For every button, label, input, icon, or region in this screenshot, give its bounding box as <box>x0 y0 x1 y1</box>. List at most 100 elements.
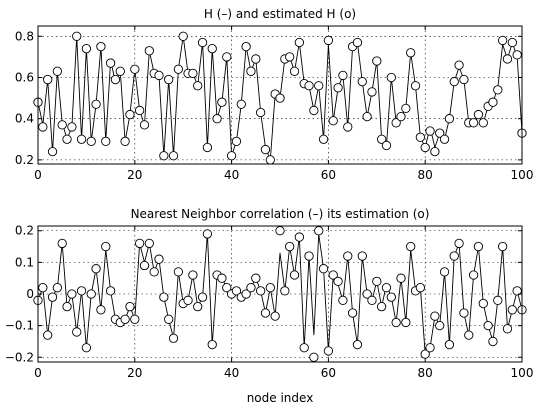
data-point-marker <box>396 111 406 122</box>
data-point-marker <box>468 118 479 128</box>
data-point-marker <box>47 292 58 302</box>
data-point-marker <box>294 37 305 48</box>
data-point-marker <box>130 314 140 324</box>
y-tick-label: 0.1 <box>15 255 34 269</box>
top-chart-title: H (–) and estimated H (o) <box>204 7 356 21</box>
data-point-marker <box>139 260 150 271</box>
data-point-marker <box>260 144 271 155</box>
data-point-marker <box>410 81 421 91</box>
x-tick-label: 20 <box>127 366 142 380</box>
data-point-marker <box>454 60 464 70</box>
data-point-marker <box>76 134 87 144</box>
data-point-marker <box>512 50 522 60</box>
data-point-marker <box>193 81 203 91</box>
data-point-marker <box>473 109 484 120</box>
data-point-marker <box>372 56 382 66</box>
data-point-marker <box>435 320 445 331</box>
y-tick-label: 0.2 <box>15 153 34 167</box>
data-point-marker <box>459 308 469 318</box>
y-tick-label: 0.8 <box>15 29 34 43</box>
data-point-marker <box>125 301 135 312</box>
data-point-marker <box>130 64 140 74</box>
data-point-marker <box>183 295 193 305</box>
data-point-marker <box>396 273 406 283</box>
data-point-marker <box>444 339 455 350</box>
data-point-marker <box>478 118 488 128</box>
data-point-marker <box>338 295 348 305</box>
data-point-marker <box>246 283 256 293</box>
data-point-marker <box>328 270 338 280</box>
data-point-marker <box>202 229 213 239</box>
data-point-marker <box>406 241 416 252</box>
data-point-marker <box>125 109 135 120</box>
data-point-marker <box>488 336 498 347</box>
axes-frame <box>37 25 523 165</box>
data-point-marker <box>376 301 387 312</box>
data-point-marker <box>381 140 392 151</box>
x-tick-label: 80 <box>418 168 433 182</box>
x-tick-label: 100 <box>511 168 534 182</box>
bottom-panel: Nearest Neighbor correlation (–) its est… <box>5 207 534 405</box>
data-point-marker <box>415 283 426 293</box>
data-point-marker <box>444 114 455 124</box>
data-point-marker <box>139 120 150 130</box>
data-point-marker <box>246 66 256 76</box>
data-point-marker <box>304 251 314 261</box>
data-point-marker <box>386 292 396 302</box>
data-point-marker <box>86 136 96 146</box>
data-point-marker <box>86 289 96 299</box>
y-tick-label: 0.4 <box>15 112 34 126</box>
data-point-marker <box>275 226 285 236</box>
data-point-marker <box>435 128 445 138</box>
x-tick-label: 60 <box>321 366 336 380</box>
data-point-marker <box>38 122 48 132</box>
data-point-marker <box>212 114 222 124</box>
data-point-marker <box>110 74 121 85</box>
y-tick-label: 0.2 <box>15 224 34 238</box>
data-point-marker <box>241 41 251 52</box>
data-point-marker <box>502 54 513 64</box>
data-point-marker <box>52 283 63 293</box>
data-point-marker <box>464 330 474 340</box>
data-point-marker <box>149 267 159 277</box>
data-point-marker <box>430 146 440 157</box>
x-tick-label: 60 <box>321 168 336 182</box>
data-point-marker <box>173 64 184 74</box>
data-point-marker <box>72 327 82 337</box>
data-point-marker <box>43 330 53 340</box>
y-tick-label: −0.1 <box>5 319 34 333</box>
data-point-marker <box>415 132 426 142</box>
data-point-marker <box>493 295 503 305</box>
y-tick-label: 0.6 <box>15 70 34 84</box>
data-point-marker <box>376 134 387 144</box>
data-point-marker <box>159 292 169 302</box>
data-point-marker <box>449 251 459 261</box>
data-point-marker <box>105 286 116 296</box>
data-point-marker <box>193 301 203 312</box>
data-point-marker <box>207 339 217 350</box>
x-tick-label: 100 <box>511 366 534 380</box>
data-point-marker <box>459 74 469 85</box>
data-point-marker <box>454 238 464 249</box>
data-point-marker <box>343 122 353 132</box>
data-point-marker <box>352 339 363 350</box>
data-point-marker <box>502 324 513 334</box>
data-point-marker <box>357 76 367 87</box>
data-point-marker <box>328 116 338 126</box>
data-point-marker <box>420 142 430 153</box>
data-point-marker <box>222 283 232 293</box>
data-point-marker <box>188 270 198 280</box>
data-point-marker <box>425 343 435 353</box>
data-point-marker <box>468 270 479 280</box>
data-point-marker <box>154 254 164 264</box>
data-point-marker <box>309 105 319 116</box>
data-point-marker <box>178 31 188 41</box>
data-point-marker <box>164 74 174 85</box>
y-tick-label: 0 <box>26 287 34 301</box>
data-point-marker <box>57 238 67 249</box>
data-point-marker <box>43 74 53 85</box>
data-point-marker <box>76 286 87 296</box>
data-point-marker <box>401 103 411 114</box>
data-point-marker <box>57 120 67 130</box>
